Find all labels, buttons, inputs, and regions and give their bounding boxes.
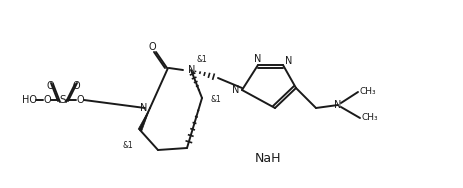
Text: N: N bbox=[285, 56, 292, 66]
Text: NaH: NaH bbox=[254, 152, 281, 164]
Text: &1: &1 bbox=[210, 96, 221, 105]
Text: N: N bbox=[232, 85, 239, 95]
Text: O: O bbox=[148, 42, 156, 52]
Text: &1: &1 bbox=[122, 140, 133, 149]
Text: O: O bbox=[72, 81, 80, 91]
Text: N: N bbox=[188, 65, 195, 75]
Text: N: N bbox=[254, 54, 261, 64]
Text: S: S bbox=[60, 95, 66, 105]
Text: &1: &1 bbox=[196, 55, 207, 64]
Text: N: N bbox=[140, 103, 147, 113]
Polygon shape bbox=[138, 108, 150, 131]
Text: N: N bbox=[334, 100, 341, 110]
Text: O: O bbox=[46, 81, 54, 91]
Text: O: O bbox=[76, 95, 84, 105]
Text: CH₃: CH₃ bbox=[359, 87, 375, 96]
Text: O: O bbox=[43, 95, 51, 105]
Text: CH₃: CH₃ bbox=[361, 114, 377, 123]
Text: HO: HO bbox=[22, 95, 38, 105]
